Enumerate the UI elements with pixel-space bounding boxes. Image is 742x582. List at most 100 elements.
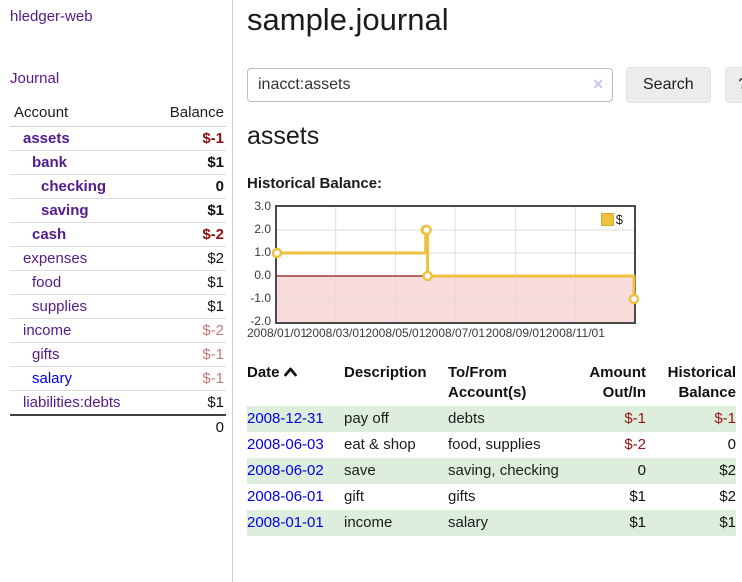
search-box: ✕: [247, 68, 613, 102]
account-link[interactable]: checking: [41, 178, 107, 195]
account-link[interactable]: cash: [32, 226, 67, 243]
x-axis-tick-label: 2008/11/01: [545, 326, 605, 340]
account-row: cash $-2: [10, 222, 226, 247]
x-axis-tick-label: 2008/05/01: [365, 326, 426, 340]
transaction-accounts: food, supplies: [448, 436, 541, 453]
account-balance: $1: [150, 150, 226, 175]
register-header-account: To/From Account(s): [448, 364, 527, 401]
transaction-description: pay off: [344, 410, 389, 427]
account-row: salary $-1: [10, 366, 226, 391]
y-axis-tick-label: 3.0: [254, 199, 271, 213]
account-row: liabilities:debts $1: [10, 390, 226, 416]
y-axis-tick-label: -2.0: [250, 314, 271, 328]
account-balance: $1: [150, 198, 226, 223]
transaction-description: income: [344, 514, 393, 531]
page-title: sample.journal: [247, 2, 449, 37]
transaction-date-link[interactable]: 2008-12-31: [247, 410, 324, 427]
transaction-balance: $2: [719, 462, 736, 479]
balance-chart-plot[interactable]: $: [271, 205, 640, 324]
x-axis-tick-label: 2008/09/01: [485, 326, 546, 340]
transaction-date-link[interactable]: 2008-06-03: [247, 436, 324, 453]
register-sort-date-header[interactable]: Date: [247, 360, 344, 406]
transaction-description: gift: [344, 488, 365, 505]
account-row: assets $-1: [10, 126, 226, 151]
register-header-description: Description: [344, 364, 427, 381]
account-balance: $1: [150, 390, 226, 416]
register-row: 2008-06-01 gift gifts $1 $2: [247, 484, 736, 510]
transaction-balance: 0: [727, 436, 736, 453]
account-balance: $-1: [150, 342, 226, 367]
account-link[interactable]: income: [23, 322, 72, 339]
transaction-date-link[interactable]: 2008-06-01: [247, 488, 324, 505]
account-balance: $-1: [150, 366, 226, 391]
account-link[interactable]: saving: [41, 202, 89, 219]
account-link[interactable]: gifts: [32, 346, 60, 363]
sidebar: hledger-web Journal Account Balance asse…: [0, 0, 233, 582]
account-link[interactable]: food: [32, 274, 62, 291]
transaction-amount: $-1: [624, 410, 646, 427]
register-row: 2008-01-01 income salary $1 $1: [247, 510, 736, 536]
chart-title: Historical Balance:: [247, 175, 383, 192]
account-row: checking 0: [10, 174, 226, 199]
sort-ascending-icon: [283, 363, 297, 383]
transaction-amount: $-2: [624, 436, 646, 453]
account-link[interactable]: salary: [32, 370, 73, 387]
account-row: supplies $1: [10, 294, 226, 319]
transaction-amount: $1: [629, 488, 646, 505]
y-axis-tick-label: 2.0: [254, 222, 271, 236]
y-axis-tick-label: 1.0: [254, 245, 271, 259]
accounts-table-header: Account Balance: [10, 100, 226, 127]
account-link[interactable]: liabilities:debts: [23, 394, 121, 411]
transaction-accounts: saving, checking: [448, 462, 559, 479]
account-row: income $-2: [10, 318, 226, 343]
account-row: saving $1: [10, 198, 226, 223]
transaction-amount: 0: [637, 462, 646, 479]
register-header-balance: Historical Balance: [667, 364, 736, 401]
clear-search-icon[interactable]: ✕: [592, 76, 604, 92]
register-row: 2008-06-02 save saving, checking 0 $2: [247, 458, 736, 484]
accounts-total-balance: 0: [150, 414, 226, 439]
x-axis-tick-label: 2008/03/01: [305, 326, 366, 340]
accounts-total-spacer: [10, 414, 151, 439]
chart-legend: $: [599, 211, 624, 228]
account-balance: $1: [150, 294, 226, 319]
legend-label: $: [615, 212, 623, 227]
account-row: food $1: [10, 270, 226, 295]
account-balance: $1: [150, 270, 226, 295]
account-balance: 0: [150, 174, 226, 199]
register-table: Date Description To/From Account(s) Amou…: [247, 360, 736, 536]
transaction-balance: $1: [719, 514, 736, 531]
account-row: expenses $2: [10, 246, 226, 271]
account-balance: $-1: [150, 126, 226, 151]
search-button[interactable]: Search: [626, 67, 711, 103]
register-header-amount: Amount Out/In: [589, 364, 646, 401]
legend-swatch-icon: [600, 213, 614, 226]
transaction-date-link[interactable]: 2008-01-01: [247, 514, 324, 531]
transaction-date-link[interactable]: 2008-06-02: [247, 462, 324, 479]
transaction-balance: $2: [719, 488, 736, 505]
search-input[interactable]: [247, 68, 613, 102]
account-row: gifts $-1: [10, 342, 226, 367]
transaction-balance: $-1: [714, 410, 736, 427]
x-axis-tick-label: 2008/07/01: [424, 326, 486, 340]
accounts-col-balance: Balance: [150, 100, 226, 127]
account-link[interactable]: supplies: [32, 298, 88, 315]
account-link[interactable]: expenses: [23, 250, 88, 267]
y-axis-tick-label: -1.0: [250, 291, 271, 305]
account-balance: $-2: [150, 222, 226, 247]
transaction-accounts: salary: [448, 514, 489, 531]
account-link[interactable]: assets: [23, 130, 70, 147]
account-heading: assets: [247, 122, 320, 150]
account-balance: $-2: [150, 318, 226, 343]
transaction-description: save: [344, 462, 376, 479]
sidebar-item-journal[interactable]: Journal: [10, 70, 60, 87]
app-brand-link[interactable]: hledger-web: [10, 8, 93, 25]
help-button[interactable]: ?: [724, 67, 742, 103]
transaction-amount: $1: [629, 514, 646, 531]
account-link[interactable]: bank: [32, 154, 68, 171]
accounts-table: Account Balance assets $-1 bank $1 checking 0…: [10, 100, 226, 439]
transaction-description: eat & shop: [344, 436, 416, 453]
main-content: sample.journal ✕ Search ? assets Histori…: [247, 0, 742, 582]
account-balance: $2: [150, 246, 226, 271]
x-axis-tick-label: 2008/01/01: [246, 326, 308, 340]
